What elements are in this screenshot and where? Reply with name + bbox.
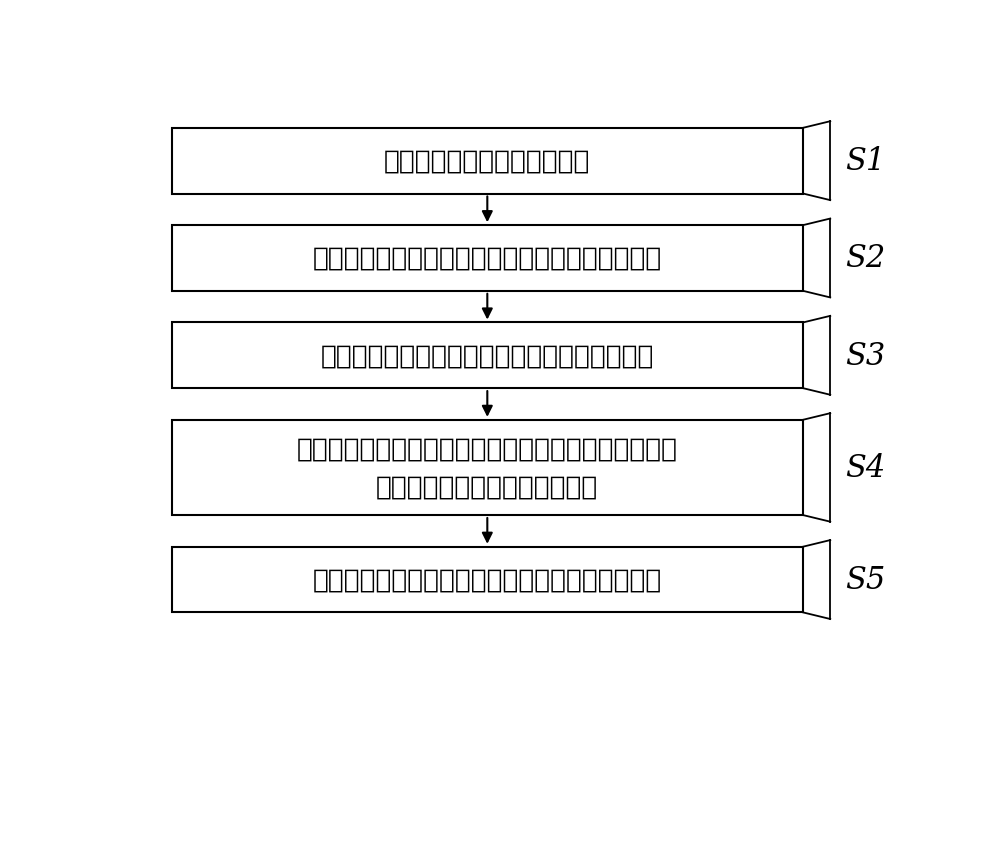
Text: 接收设备所上报的设备源数据: 接收设备所上报的设备源数据 (384, 148, 590, 175)
Text: S5: S5 (845, 565, 885, 595)
Bar (172, 547, 803, 612)
Text: S2: S2 (845, 243, 885, 274)
Text: 将所述统计指标作为表计统计数据存储至数据库中: 将所述统计指标作为表计统计数据存储至数据库中 (313, 567, 662, 593)
Text: 将示数型数据作为表计统计数据存储至数据库中: 将示数型数据作为表计统计数据存储至数据库中 (321, 343, 654, 368)
Text: S4: S4 (845, 452, 885, 484)
Bar (172, 226, 803, 292)
Text: 对所述设备源数据分类为示数型数据和统计型数据: 对所述设备源数据分类为示数型数据和统计型数据 (313, 246, 662, 271)
Bar (172, 323, 803, 389)
Text: S3: S3 (845, 340, 885, 371)
Text: S1: S1 (845, 146, 885, 177)
Bar (172, 421, 803, 515)
Bar (172, 129, 803, 194)
Text: 根据所述统计型数据和不同统计周期下的统计方法，统
计出不同统计周期下的统计指标: 根据所述统计型数据和不同统计周期下的统计方法，统 计出不同统计周期下的统计指标 (297, 436, 678, 500)
